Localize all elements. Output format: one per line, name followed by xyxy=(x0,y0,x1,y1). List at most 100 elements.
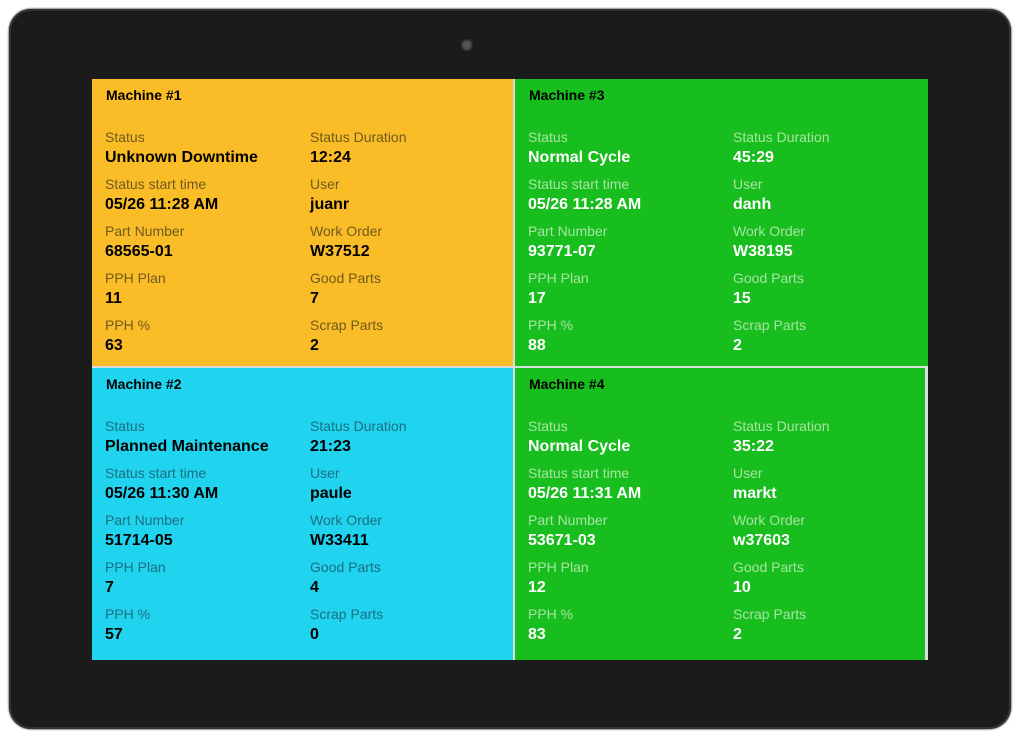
field-value: 45:29 xyxy=(733,149,774,166)
field-label: Good Parts xyxy=(310,559,381,575)
field-status-duration: Status Duration 45:29 xyxy=(733,129,933,168)
field-part-number: Part Number 53671-03 xyxy=(528,512,728,551)
field-value: 57 xyxy=(105,626,123,643)
machine-panel[interactable]: Machine #1 Status Unknown Downtime Status D… xyxy=(92,79,513,366)
field-value: W37512 xyxy=(310,243,370,260)
machine-panel[interactable]: Machine #2 Status Planned Maintenance Statu… xyxy=(92,368,513,660)
machine-title: Machine #1 xyxy=(106,87,182,103)
field-label: User xyxy=(733,465,763,481)
machine-panel[interactable]: Machine #4 Status Normal Cycle Status Durat… xyxy=(515,368,925,660)
field-label: Status xyxy=(105,129,145,145)
field-label: Status xyxy=(528,129,568,145)
field-label: Status xyxy=(528,418,568,434)
field-value: 10 xyxy=(733,579,751,596)
field-label: Part Number xyxy=(105,512,185,528)
field-label: PPH % xyxy=(528,606,574,622)
field-value: 63 xyxy=(105,337,123,354)
field-value: 12:24 xyxy=(310,149,351,166)
field-pph-percent: PPH % 83 xyxy=(528,606,728,645)
field-label: Status start time xyxy=(528,176,630,192)
field-value: 83 xyxy=(528,626,546,643)
field-value: Normal Cycle xyxy=(528,149,631,166)
field-label: Part Number xyxy=(528,223,608,239)
field-value: 7 xyxy=(310,290,319,307)
field-label: Work Order xyxy=(733,512,806,528)
field-label: Work Order xyxy=(310,223,383,239)
machine-title: Machine #3 xyxy=(529,87,605,103)
field-status-start-time: Status start time 05/26 11:28 AM xyxy=(528,176,728,215)
field-value: W38195 xyxy=(733,243,793,260)
field-label: PPH % xyxy=(105,606,151,622)
field-label: Scrap Parts xyxy=(733,606,807,622)
field-label: Status start time xyxy=(528,465,630,481)
field-value: 2 xyxy=(733,626,742,643)
field-status: Status Unknown Downtime xyxy=(105,129,305,168)
field-value: markt xyxy=(733,485,777,502)
field-label: Status xyxy=(105,418,145,434)
machine-title: Machine #2 xyxy=(106,376,182,392)
field-value: 17 xyxy=(528,290,546,307)
field-value: 4 xyxy=(310,579,319,596)
field-status-start-time: Status start time 05/26 11:30 AM xyxy=(105,465,305,504)
field-user: User danh xyxy=(733,176,933,215)
field-status: Status Planned Maintenance xyxy=(105,418,305,457)
field-value: 68565-01 xyxy=(105,243,173,260)
field-value: 51714-05 xyxy=(105,532,173,549)
field-label: PPH % xyxy=(528,317,574,333)
machine-panel[interactable]: Machine #3 Status Normal Cycle Status Durat… xyxy=(515,79,928,366)
field-label: Work Order xyxy=(310,512,383,528)
field-value: 05/26 11:31 AM xyxy=(528,485,642,502)
field-label: Good Parts xyxy=(733,559,804,575)
field-label: PPH Plan xyxy=(105,270,166,286)
field-label: User xyxy=(310,176,340,192)
field-value: 05/26 11:28 AM xyxy=(528,196,642,213)
field-value: 93771-07 xyxy=(528,243,596,260)
field-value: w37603 xyxy=(733,532,790,549)
field-value: paule xyxy=(310,485,352,502)
field-value: Unknown Downtime xyxy=(105,149,258,166)
field-value: danh xyxy=(733,196,772,213)
field-user: User paule xyxy=(310,465,510,504)
field-value: 2 xyxy=(310,337,319,354)
field-part-number: Part Number 68565-01 xyxy=(105,223,305,262)
field-status: Status Normal Cycle xyxy=(528,418,728,457)
camera-icon xyxy=(461,39,473,51)
field-label: Status start time xyxy=(105,176,207,192)
field-good-parts: Good Parts 15 xyxy=(733,270,933,309)
field-part-number: Part Number 93771-07 xyxy=(528,223,728,262)
field-pph-plan: PPH Plan 17 xyxy=(528,270,728,309)
field-value: 15 xyxy=(733,290,751,307)
field-value: 88 xyxy=(528,337,546,354)
field-pph-percent: PPH % 63 xyxy=(105,317,305,356)
field-label: Work Order xyxy=(733,223,806,239)
field-value: 11 xyxy=(105,290,122,307)
field-label: Scrap Parts xyxy=(733,317,807,333)
field-value: W33411 xyxy=(310,532,369,549)
field-scrap-parts: Scrap Parts 2 xyxy=(733,317,933,356)
field-label: Status Duration xyxy=(733,418,830,434)
field-value: 21:23 xyxy=(310,438,351,455)
field-value: Normal Cycle xyxy=(528,438,631,455)
field-pph-plan: PPH Plan 7 xyxy=(105,559,305,598)
field-value: 05/26 11:30 AM xyxy=(105,485,219,502)
field-good-parts: Good Parts 7 xyxy=(310,270,510,309)
field-good-parts: Good Parts 10 xyxy=(733,559,933,598)
field-work-order: Work Order w37603 xyxy=(733,512,933,551)
field-status: Status Normal Cycle xyxy=(528,129,728,168)
field-status-duration: Status Duration 12:24 xyxy=(310,129,510,168)
field-value: 7 xyxy=(105,579,114,596)
field-label: Status Duration xyxy=(310,418,407,434)
field-label: PPH % xyxy=(105,317,151,333)
field-value: 0 xyxy=(310,626,319,643)
field-label: Scrap Parts xyxy=(310,606,384,622)
field-good-parts: Good Parts 4 xyxy=(310,559,510,598)
field-value: 53671-03 xyxy=(528,532,596,549)
field-scrap-parts: Scrap Parts 2 xyxy=(310,317,510,356)
field-label: PPH Plan xyxy=(105,559,166,575)
field-label: Scrap Parts xyxy=(310,317,384,333)
field-scrap-parts: Scrap Parts 0 xyxy=(310,606,510,645)
field-work-order: Work Order W37512 xyxy=(310,223,510,262)
field-label: Status start time xyxy=(105,465,207,481)
field-status-start-time: Status start time 05/26 11:31 AM xyxy=(528,465,728,504)
field-status-start-time: Status start time 05/26 11:28 AM xyxy=(105,176,305,215)
